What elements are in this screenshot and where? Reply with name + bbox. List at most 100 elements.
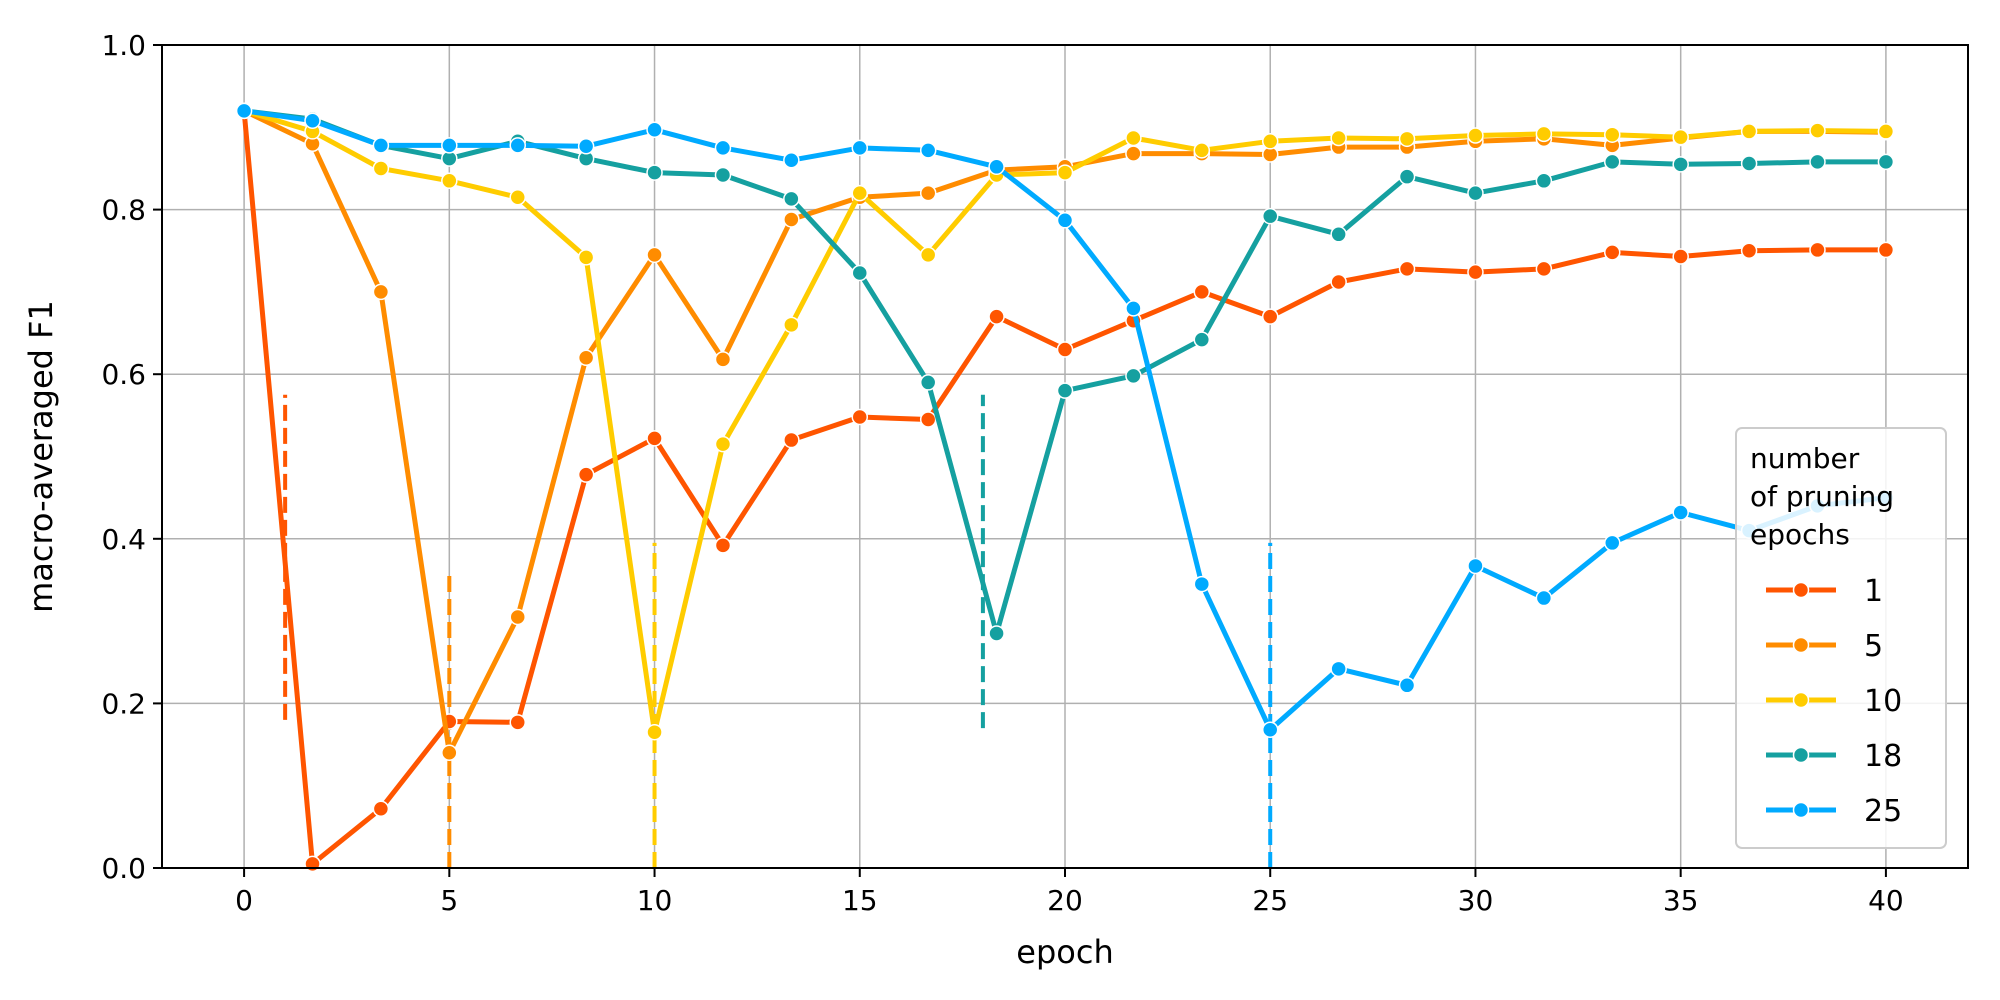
data-point <box>1535 260 1553 278</box>
x-tick-label: 5 <box>440 884 458 917</box>
data-point <box>1330 660 1347 678</box>
legend-entry-18: 18 <box>1766 739 1902 774</box>
data-point <box>509 189 526 206</box>
data-point <box>441 172 458 190</box>
data-point <box>1740 123 1758 140</box>
data-point <box>372 160 390 177</box>
data-point <box>577 466 595 483</box>
x-tick-label: 30 <box>1458 884 1494 917</box>
data-point <box>1877 153 1895 171</box>
y-tick-label: 1.0 <box>101 29 146 62</box>
data-point <box>1672 504 1689 521</box>
data-point <box>1740 242 1758 259</box>
y-tick-label: 0.8 <box>101 194 146 227</box>
x-tick-label: 10 <box>637 884 673 917</box>
legend-label: 5 <box>1864 629 1883 664</box>
data-point <box>577 249 595 266</box>
data-point <box>372 283 390 301</box>
data-point <box>304 855 321 873</box>
legend-entry-5: 5 <box>1766 629 1883 664</box>
data-point <box>577 137 595 155</box>
data-point <box>1261 207 1279 225</box>
legend-title-line: of pruning <box>1750 480 1894 513</box>
data-point <box>1809 241 1826 259</box>
data-point <box>1261 133 1279 150</box>
legend-swatch-marker <box>1792 691 1810 709</box>
data-point <box>1261 308 1279 325</box>
legend-label: 25 <box>1864 794 1902 829</box>
legend-swatch-marker <box>1792 636 1810 654</box>
data-point <box>1125 300 1142 317</box>
legend-entry-1: 1 <box>1766 574 1883 609</box>
data-point <box>714 351 732 368</box>
data-point <box>1056 341 1074 358</box>
data-point <box>235 102 253 120</box>
data-point <box>714 166 732 184</box>
data-point <box>1604 126 1621 143</box>
data-point <box>372 800 390 817</box>
x-tick-label: 40 <box>1868 884 1904 917</box>
data-point <box>1809 122 1826 139</box>
data-point <box>1330 129 1347 147</box>
legend-entry-25: 25 <box>1766 794 1902 829</box>
data-point <box>646 430 663 447</box>
data-point <box>714 139 732 157</box>
legend-swatch-marker <box>1792 746 1810 764</box>
data-point <box>1672 248 1689 265</box>
data-point <box>1398 130 1416 148</box>
data-point <box>1604 534 1621 552</box>
data-point <box>783 316 800 334</box>
legend-label: 1 <box>1864 574 1883 609</box>
data-point <box>1398 260 1416 278</box>
data-point <box>509 714 526 731</box>
legend-entries: 1 5 10 18 25 <box>1766 574 1902 829</box>
data-point <box>919 374 937 391</box>
data-point <box>441 744 458 762</box>
ticks-layer: 0 5 10 15 20 25 30 35 400.00.20.40.60.81.0 <box>101 29 1903 917</box>
legend-entry-10: 10 <box>1766 684 1902 719</box>
y-tick-label: 0.6 <box>101 358 146 391</box>
data-point <box>1877 123 1895 140</box>
data-point <box>1125 145 1142 162</box>
data-point <box>1672 156 1689 173</box>
data-point <box>1125 129 1142 147</box>
data-point <box>851 408 869 426</box>
data-point <box>1604 244 1621 261</box>
data-point <box>919 142 937 159</box>
x-tick-label: 0 <box>235 884 253 917</box>
data-point <box>1193 575 1211 593</box>
data-point <box>1330 226 1347 243</box>
data-point <box>1672 128 1689 146</box>
data-point <box>441 137 458 154</box>
x-tick-label: 15 <box>842 884 878 917</box>
data-point <box>1125 367 1142 385</box>
data-point <box>1056 212 1074 229</box>
data-point <box>1877 241 1895 259</box>
data-point <box>1809 153 1826 171</box>
legend-title-line: epochs <box>1750 518 1850 551</box>
data-point <box>851 184 869 202</box>
y-tick-label: 0.0 <box>101 852 146 885</box>
legend-swatch-marker <box>1792 801 1810 819</box>
series-1 <box>235 102 1895 873</box>
legend-swatch-marker <box>1792 581 1810 599</box>
data-point <box>1467 263 1484 281</box>
data-point <box>646 164 663 181</box>
data-point <box>714 435 732 453</box>
data-point <box>1467 557 1484 575</box>
data-point <box>304 112 321 129</box>
data-point <box>1193 331 1211 348</box>
legend-label: 10 <box>1864 684 1902 719</box>
data-point <box>851 139 869 157</box>
legend: number of pruning epochs 1 5 10 18 25 <box>1735 427 1947 849</box>
data-point <box>1604 153 1621 171</box>
data-point <box>1740 155 1758 172</box>
data-point <box>1193 283 1211 301</box>
series-10 <box>235 102 1895 741</box>
data-point <box>783 151 800 169</box>
plot-frame <box>161 44 1969 869</box>
data-point <box>988 308 1005 325</box>
y-axis-label: macro-averaged F1 <box>22 300 60 613</box>
data-point <box>1467 184 1484 202</box>
